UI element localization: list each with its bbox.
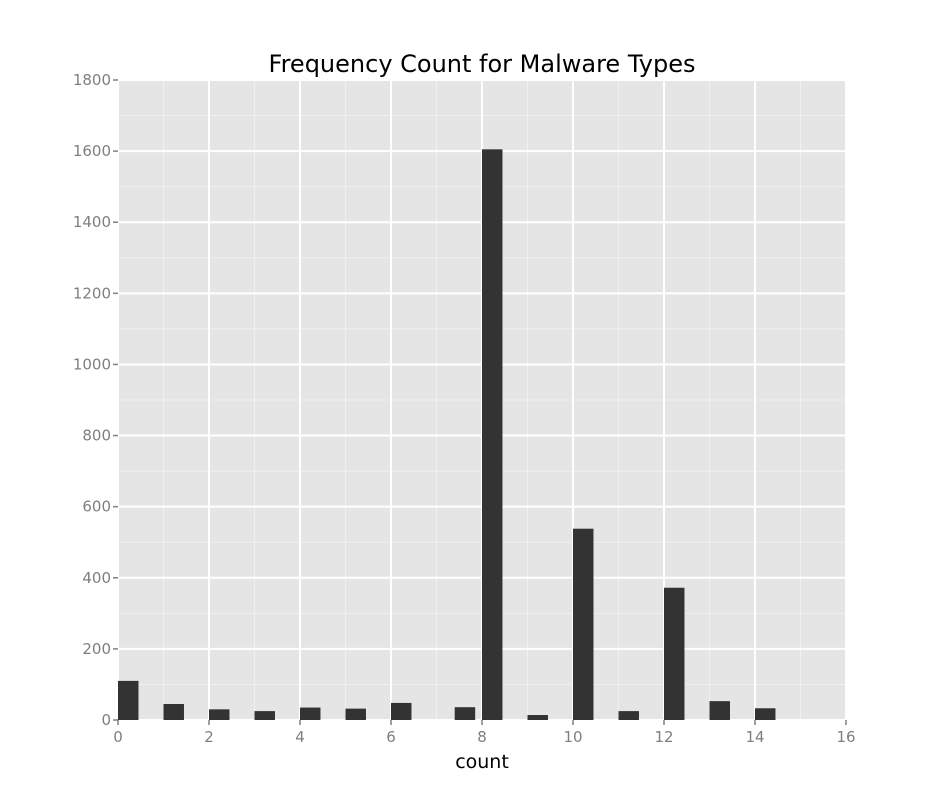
- y-tick-label: 800: [82, 427, 111, 445]
- bar: [527, 715, 548, 720]
- bar: [664, 587, 685, 720]
- bar: [391, 702, 412, 720]
- bar: [254, 711, 275, 720]
- bar: [118, 680, 139, 720]
- bar: [209, 709, 230, 720]
- bar: [709, 701, 730, 720]
- axes: 0 2 4 6 8 10 12 14 16 0 200 400 600 800 1000 1200 1400 16…: [73, 71, 856, 746]
- bar: [163, 704, 184, 720]
- bar: [300, 707, 321, 720]
- bar: [618, 711, 639, 720]
- x-tick-label: 12: [654, 728, 673, 746]
- x-axis-label: count: [455, 751, 509, 773]
- y-tick-label: 600: [82, 498, 111, 516]
- y-tick-label: 200: [82, 640, 111, 658]
- chart-title: Frequency Count for Malware Types: [269, 50, 696, 78]
- bar: [482, 149, 503, 721]
- bar: [573, 528, 594, 720]
- y-tick-label: 1800: [73, 71, 111, 89]
- x-tick-label: 6: [386, 728, 396, 746]
- bars: [118, 149, 776, 721]
- y-tick-label: 1000: [73, 355, 111, 373]
- y-tick-label: 1200: [73, 284, 111, 302]
- x-tick-label: 0: [113, 728, 123, 746]
- y-tick-label: 1600: [73, 142, 111, 160]
- x-tick-label: 16: [836, 728, 855, 746]
- x-tick-label: 4: [295, 728, 305, 746]
- y-tick-label: 1400: [73, 213, 111, 231]
- x-tick-label: 2: [204, 728, 214, 746]
- bar: [454, 707, 476, 720]
- bar: [755, 708, 776, 720]
- x-tick-label: 10: [563, 728, 582, 746]
- y-tick-label: 400: [82, 569, 111, 587]
- bar: [345, 708, 366, 720]
- y-tick-label: 0: [101, 711, 111, 729]
- x-tick-label: 14: [745, 728, 764, 746]
- x-tick-label: 8: [477, 728, 487, 746]
